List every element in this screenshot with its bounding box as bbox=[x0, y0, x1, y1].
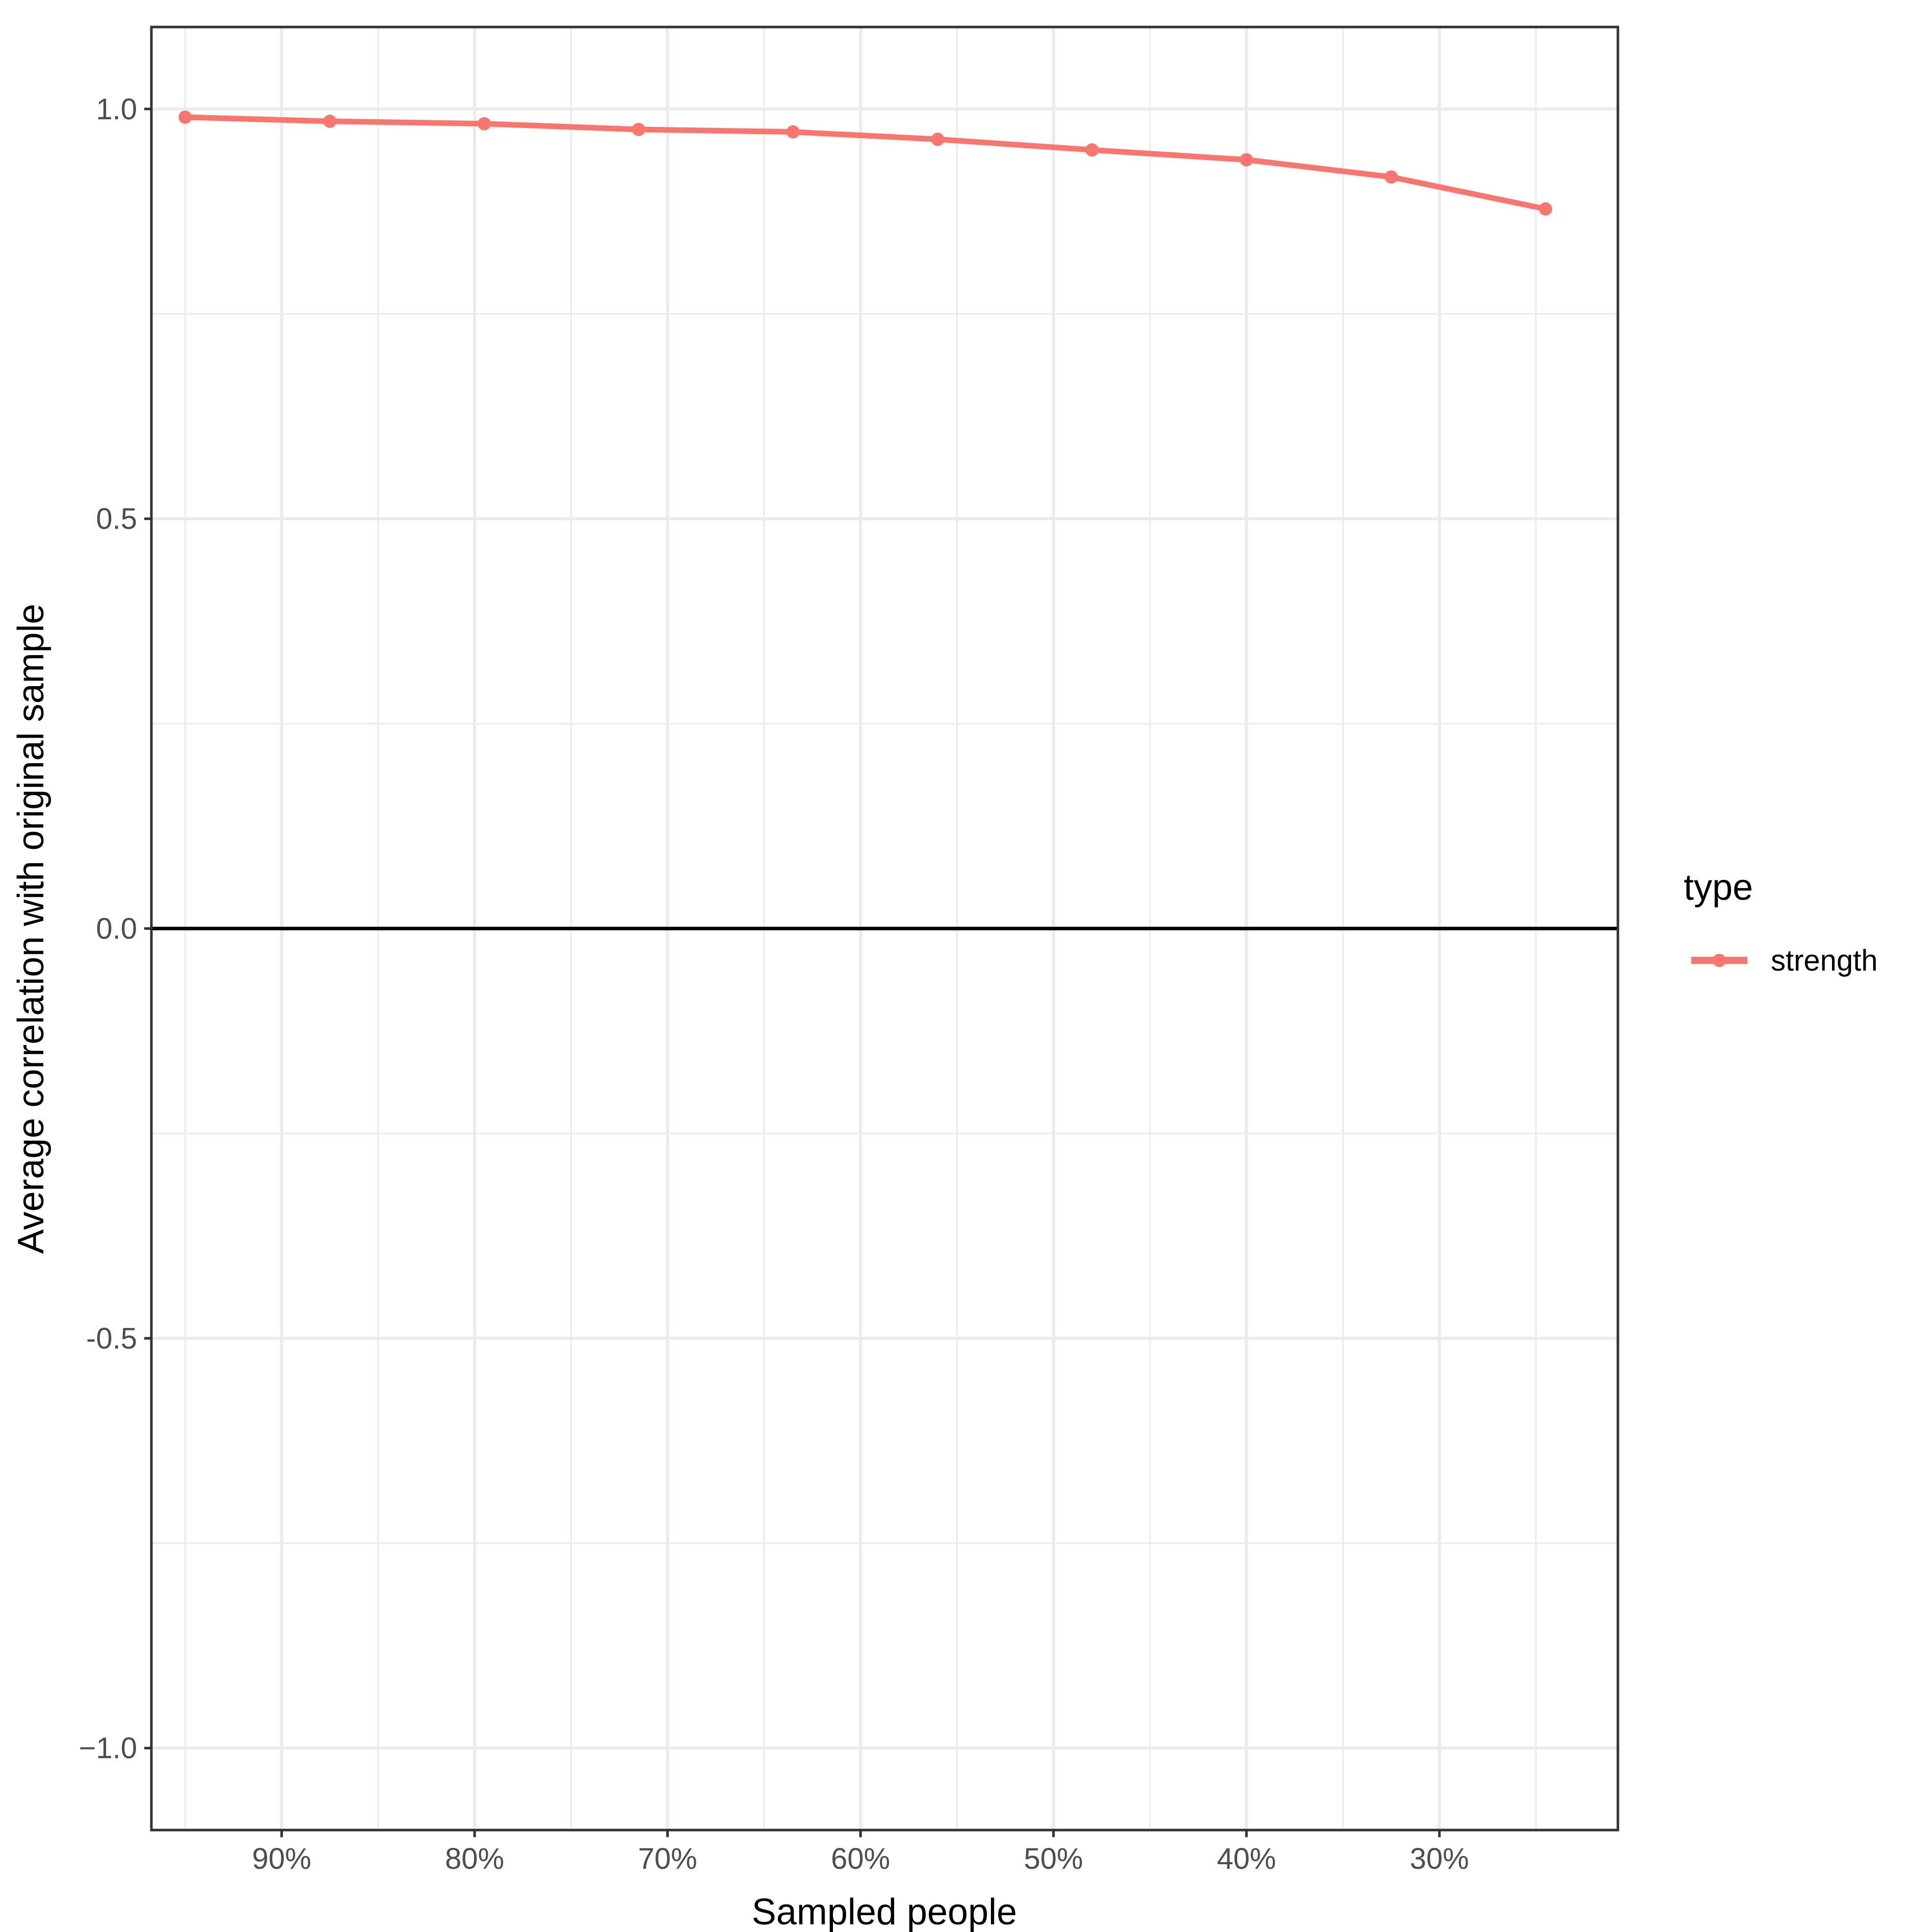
x-tick-label: 50% bbox=[1024, 1842, 1083, 1875]
data-point bbox=[931, 133, 945, 146]
y-tick-label: −1.0 bbox=[79, 1732, 138, 1765]
data-point bbox=[1539, 202, 1553, 216]
data-point bbox=[1085, 143, 1099, 157]
data-point bbox=[323, 114, 337, 128]
x-tick-label: 60% bbox=[831, 1842, 890, 1875]
legend-key-point bbox=[1713, 954, 1726, 967]
x-axis-ticks: 90% 80% 70% 60% 50% 40% 30% bbox=[252, 1830, 1469, 1875]
x-tick-label: 90% bbox=[252, 1842, 311, 1875]
x-tick-label: 40% bbox=[1217, 1842, 1276, 1875]
y-axis-title: Average correlation with original sample bbox=[11, 604, 51, 1254]
data-point bbox=[786, 125, 800, 139]
series-layer bbox=[178, 110, 1553, 216]
y-tick-label: 1.0 bbox=[96, 93, 137, 126]
y-tick-label: -0.5 bbox=[86, 1322, 137, 1355]
y-tick-label: 0.0 bbox=[96, 912, 137, 946]
data-point bbox=[632, 122, 645, 136]
y-tick-label: 0.5 bbox=[96, 503, 137, 536]
x-tick-label: 70% bbox=[638, 1842, 697, 1875]
data-point bbox=[178, 110, 192, 124]
x-axis-title: Sampled people bbox=[752, 1892, 1017, 1932]
y-axis-ticks: 1.0 0.5 0.0 -0.5 −1.0 bbox=[79, 93, 151, 1765]
data-point bbox=[478, 117, 491, 130]
data-point bbox=[1384, 170, 1398, 184]
x-tick-label: 30% bbox=[1410, 1842, 1469, 1875]
data-point bbox=[1240, 153, 1253, 167]
legend-title: type bbox=[1684, 867, 1753, 908]
x-tick-label: 80% bbox=[445, 1842, 504, 1875]
series-line-strength bbox=[182, 114, 1549, 212]
legend: type strength bbox=[1684, 867, 1878, 977]
legend-item-label: strength bbox=[1771, 944, 1878, 977]
